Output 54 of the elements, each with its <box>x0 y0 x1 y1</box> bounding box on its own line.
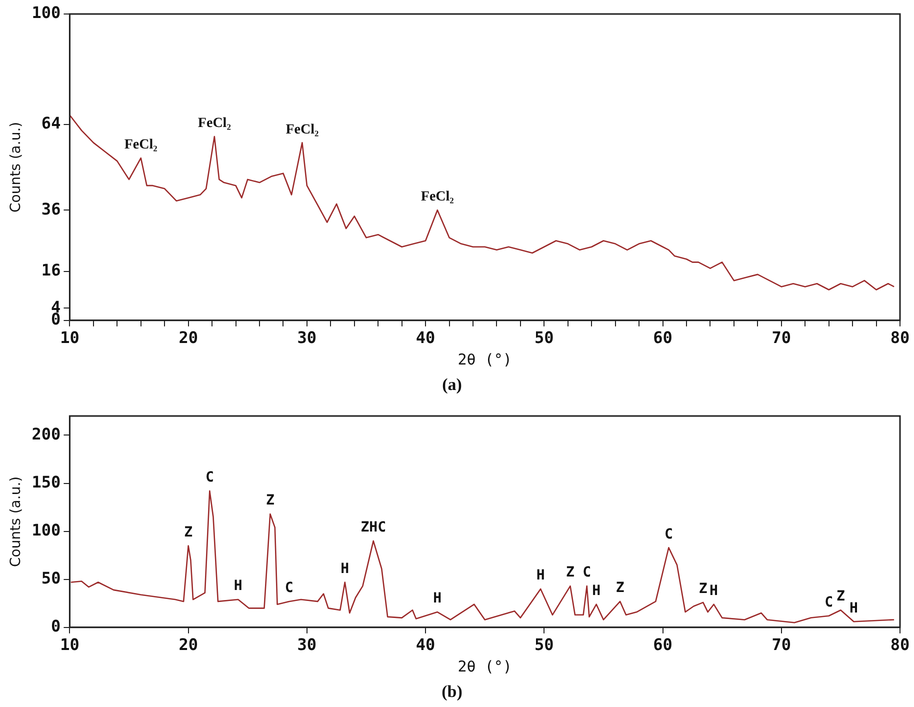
annotation: C <box>664 526 673 542</box>
annotation: Z <box>266 492 274 509</box>
x-tick-label: 20 <box>178 635 198 654</box>
annotation: FeCl₂ <box>124 138 158 153</box>
x-tick-label: 40 <box>416 635 436 654</box>
y-tick-label: 50 <box>41 568 61 588</box>
annotation: H <box>850 600 858 616</box>
x-tick-label: 70 <box>772 635 792 654</box>
x-tick-label: 40 <box>416 328 436 348</box>
y-tick-label: 100 <box>32 520 61 540</box>
x-axis-title: 2θ (°) <box>458 657 512 676</box>
y-tick-label: 0 <box>51 616 61 636</box>
text: (b) <box>442 682 462 702</box>
annotation: Z <box>566 564 574 581</box>
x-tick-label: 80 <box>890 635 910 654</box>
y-tick-label: 200 <box>32 424 61 444</box>
x-tick-label: 60 <box>653 328 672 348</box>
annotation: H <box>710 582 718 599</box>
y-tick-label: 16 <box>41 260 61 280</box>
annotation: Z <box>184 524 193 540</box>
x-tick-label: 20 <box>178 328 198 348</box>
x-tick-label: 60 <box>653 635 672 654</box>
x-tick-label: 50 <box>534 328 554 348</box>
x-tick-label: 30 <box>297 635 317 654</box>
y-axis-title: Counts (a.u.) <box>8 476 24 568</box>
annotation: Z <box>836 588 845 605</box>
annotation: FeCl₂ <box>198 116 231 132</box>
x-tick-label: 70 <box>772 328 792 348</box>
x-tick-label: 10 <box>60 328 80 348</box>
x-tick-label: 80 <box>890 328 910 348</box>
annotation: H <box>340 560 350 577</box>
annotation: FeCl₂ <box>286 122 319 138</box>
y-tick-label: 36 <box>41 199 61 218</box>
annotation: Z <box>698 581 708 598</box>
annotation: C <box>824 594 834 611</box>
x-tick-label: 50 <box>534 635 554 654</box>
annotation: C <box>205 470 214 486</box>
text: (a) <box>442 375 462 394</box>
annotation: H <box>536 568 545 584</box>
annotation: FeCl₂ <box>420 190 454 205</box>
annotation: H <box>592 582 601 599</box>
annotation: H <box>433 590 442 607</box>
y-tick-label: 64 <box>41 113 61 132</box>
annotation: C <box>582 564 592 581</box>
y-axis-title: Counts (a.u.) <box>8 122 24 213</box>
y-tick-label: 100 <box>32 3 61 22</box>
annotation: Z <box>616 580 624 596</box>
annotation: ZHC <box>360 520 386 536</box>
annotation: C <box>284 580 294 596</box>
x-axis-title: 2θ (°) <box>458 350 512 368</box>
x-tick-label: 10 <box>60 635 80 654</box>
x-tick-label: 30 <box>297 328 317 348</box>
annotation: H <box>234 578 242 594</box>
y-tick-label: 150 <box>32 472 61 492</box>
